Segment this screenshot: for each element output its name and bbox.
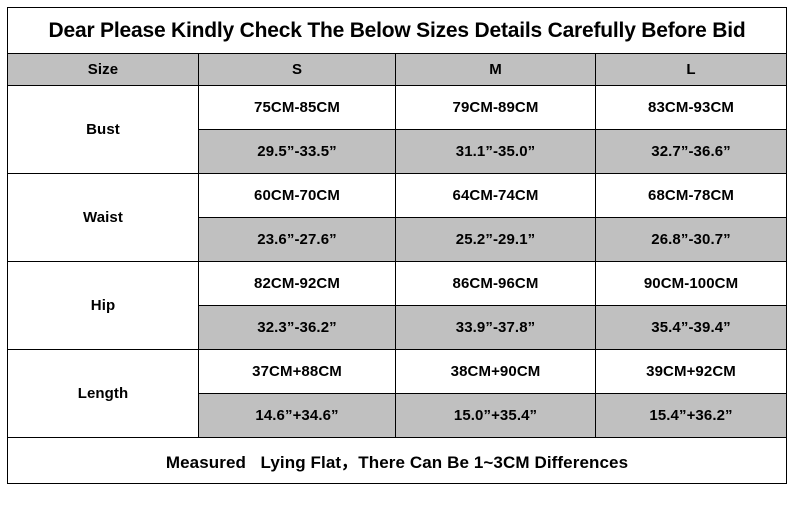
cell-bust-inch-l: 32.7”-36.6” (594, 129, 788, 174)
cell-waist-inch-m: 25.2”-29.1” (395, 217, 596, 262)
cell-length-cm-s: 37CM+88CM (198, 349, 396, 394)
cell-bust-cm-l: 83CM-93CM (594, 85, 788, 130)
cell-waist-inch-s: 23.6”-27.6” (198, 217, 396, 262)
cell-waist-cm-l: 68CM-78CM (594, 173, 788, 218)
cell-bust-cm-m: 79CM-89CM (395, 85, 596, 130)
header-size: Size (7, 53, 199, 86)
header-col-m: M (395, 53, 596, 86)
row-label-bust: Bust (7, 85, 199, 174)
cell-length-inch-m: 15.0”+35.4” (395, 393, 596, 438)
cell-hip-cm-l: 90CM-100CM (594, 261, 788, 306)
cell-waist-cm-m: 64CM-74CM (395, 173, 596, 218)
size-chart-table: Dear Please Kindly Check The Below Sizes… (6, 7, 788, 484)
cell-hip-inch-m: 33.9”-37.8” (395, 305, 596, 350)
measurement-note: Measured Lying Flat，There Can Be 1~3CM D… (6, 437, 788, 484)
cell-hip-cm-s: 82CM-92CM (198, 261, 396, 306)
cell-bust-inch-s: 29.5”-33.5” (198, 129, 396, 174)
chart-title: Dear Please Kindly Check The Below Sizes… (6, 7, 788, 54)
cell-waist-inch-l: 26.8”-30.7” (594, 217, 788, 262)
cell-bust-inch-m: 31.1”-35.0” (395, 129, 596, 174)
row-label-length: Length (7, 349, 199, 438)
cell-length-inch-l: 15.4”+36.2” (594, 393, 788, 438)
cell-waist-cm-s: 60CM-70CM (198, 173, 396, 218)
row-label-waist: Waist (7, 173, 199, 262)
cell-length-cm-m: 38CM+90CM (395, 349, 596, 394)
cell-hip-inch-s: 32.3”-36.2” (198, 305, 396, 350)
cell-length-cm-l: 39CM+92CM (594, 349, 788, 394)
cell-hip-cm-m: 86CM-96CM (395, 261, 596, 306)
header-col-s: S (198, 53, 396, 86)
header-col-l: L (594, 53, 788, 86)
row-label-hip: Hip (7, 261, 199, 350)
cell-bust-cm-s: 75CM-85CM (198, 85, 396, 130)
cell-length-inch-s: 14.6”+34.6” (198, 393, 396, 438)
cell-hip-inch-l: 35.4”-39.4” (594, 305, 788, 350)
